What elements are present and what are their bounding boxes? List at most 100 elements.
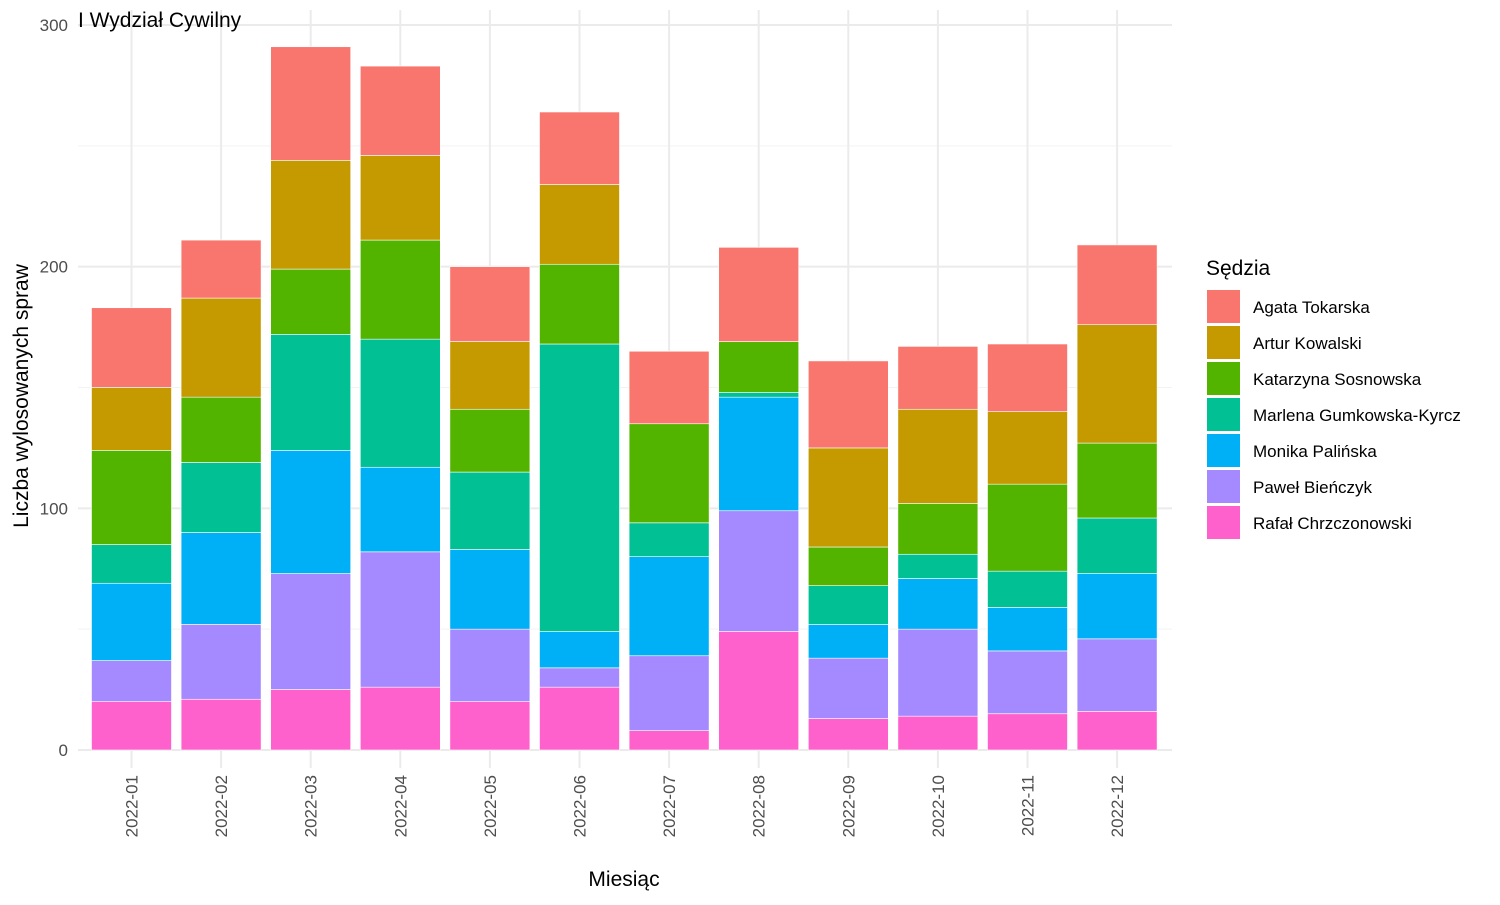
y-tick-label: 0 bbox=[59, 741, 68, 760]
bar-segment bbox=[1076, 711, 1158, 751]
bar-segment bbox=[91, 660, 172, 702]
bar-segment bbox=[807, 657, 889, 719]
chart-title: I Wydział Cywilny bbox=[78, 9, 242, 32]
bar-segment bbox=[628, 522, 710, 557]
bar-segment bbox=[718, 631, 800, 751]
bars-layer bbox=[91, 46, 1158, 751]
x-tick-label: 2022-08 bbox=[750, 775, 769, 837]
x-axis-label: Miesiąc bbox=[588, 868, 659, 891]
bar-segment bbox=[628, 655, 710, 731]
bar-segment bbox=[91, 701, 172, 751]
bar-segment bbox=[91, 450, 172, 545]
bar-segment bbox=[539, 111, 620, 185]
bar-segment bbox=[807, 546, 889, 586]
bar-segment bbox=[539, 667, 620, 688]
bar-segment bbox=[270, 573, 352, 690]
bar-segment bbox=[359, 551, 441, 688]
bar-segment bbox=[718, 396, 800, 512]
y-tick-label: 200 bbox=[40, 258, 68, 277]
bar-segment bbox=[180, 396, 262, 463]
bar-segment bbox=[987, 411, 1068, 485]
bar-segment bbox=[897, 628, 979, 717]
bar-segment bbox=[539, 343, 620, 632]
y-axis-label: Liczba wylosowanych spraw bbox=[10, 263, 33, 528]
bar-segment bbox=[807, 585, 889, 625]
bar-segment bbox=[449, 471, 531, 550]
x-tick-label: 2022-07 bbox=[660, 775, 679, 837]
legend-label: Marlena Gumkowska-Kyrcz bbox=[1253, 406, 1461, 425]
x-tick-label: 2022-01 bbox=[123, 775, 142, 837]
bar-segment bbox=[987, 343, 1068, 412]
bar-segment bbox=[180, 239, 262, 299]
bar-segment bbox=[628, 730, 710, 751]
bar-segment bbox=[628, 423, 710, 524]
x-tick-label: 2022-12 bbox=[1108, 775, 1127, 837]
bar-segment bbox=[987, 483, 1068, 572]
bar-segment bbox=[539, 631, 620, 669]
legend-key bbox=[1207, 506, 1240, 539]
x-tick-label: 2022-03 bbox=[302, 775, 321, 837]
bar-segment bbox=[987, 570, 1068, 608]
x-tick-label: 2022-05 bbox=[481, 775, 500, 837]
bar-segment bbox=[897, 408, 979, 504]
bar-segment bbox=[359, 155, 441, 241]
legend-key bbox=[1207, 362, 1240, 395]
legend: Sędzia Agata Tokarska Artur Kowalski Katar… bbox=[1206, 257, 1461, 539]
bar-segment bbox=[539, 263, 620, 345]
bar-segment bbox=[1076, 573, 1158, 640]
bar-segment bbox=[718, 341, 800, 393]
bar-segment bbox=[180, 532, 262, 625]
x-tick-label: 2022-02 bbox=[212, 775, 231, 837]
x-tick-label: 2022-11 bbox=[1019, 775, 1038, 836]
bar-segment bbox=[91, 582, 172, 661]
x-tick-label: 2022-10 bbox=[929, 775, 948, 837]
legend-label: Paweł Bieńczyk bbox=[1253, 478, 1373, 497]
legend-key bbox=[1207, 470, 1240, 503]
legend-key bbox=[1207, 398, 1240, 431]
bar-segment bbox=[807, 718, 889, 751]
legend-key bbox=[1207, 290, 1240, 323]
bar-segment bbox=[897, 503, 979, 555]
legend-key bbox=[1207, 326, 1240, 359]
y-tick-label: 100 bbox=[40, 499, 68, 518]
bar-segment bbox=[539, 184, 620, 265]
bar-segment bbox=[449, 628, 531, 702]
x-tick-label: 2022-06 bbox=[571, 775, 590, 837]
bar-segment bbox=[897, 578, 979, 630]
bar-segment bbox=[180, 624, 262, 700]
bar-segment bbox=[718, 392, 800, 398]
bar-segment bbox=[449, 701, 531, 751]
bar-segment bbox=[1076, 244, 1158, 325]
bar-segment bbox=[180, 462, 262, 533]
bar-segment bbox=[1076, 638, 1158, 712]
bar-segment bbox=[359, 686, 441, 751]
legend-label: Monika Palińska bbox=[1253, 442, 1377, 461]
bar-segment bbox=[91, 307, 172, 388]
bar-segment bbox=[270, 268, 352, 335]
bar-segment bbox=[359, 338, 441, 468]
bar-segment bbox=[449, 549, 531, 630]
bar-segment bbox=[359, 466, 441, 553]
legend-label: Katarzyna Sosnowska bbox=[1253, 370, 1422, 389]
bar-segment bbox=[897, 553, 979, 579]
y-tick-label: 300 bbox=[40, 16, 68, 35]
bar-segment bbox=[807, 360, 889, 449]
bar-segment bbox=[359, 239, 441, 340]
axis-layer: 0 100 200 300 2022-01 2022-02 2022-03 2022-04 20… bbox=[40, 16, 1127, 837]
bar-segment bbox=[359, 65, 441, 156]
bar-segment bbox=[1076, 517, 1158, 574]
bar-segment bbox=[1076, 442, 1158, 519]
bar-segment bbox=[897, 715, 979, 751]
bar-segment bbox=[807, 447, 889, 548]
bar-segment bbox=[987, 713, 1068, 751]
bar-segment bbox=[987, 650, 1068, 715]
bar-segment bbox=[270, 160, 352, 270]
bar-segment bbox=[270, 689, 352, 751]
legend-key bbox=[1207, 434, 1240, 467]
x-tick-label: 2022-09 bbox=[839, 775, 858, 837]
bar-segment bbox=[807, 624, 889, 659]
bar-segment bbox=[1076, 324, 1158, 444]
x-tick-label: 2022-04 bbox=[391, 775, 410, 837]
